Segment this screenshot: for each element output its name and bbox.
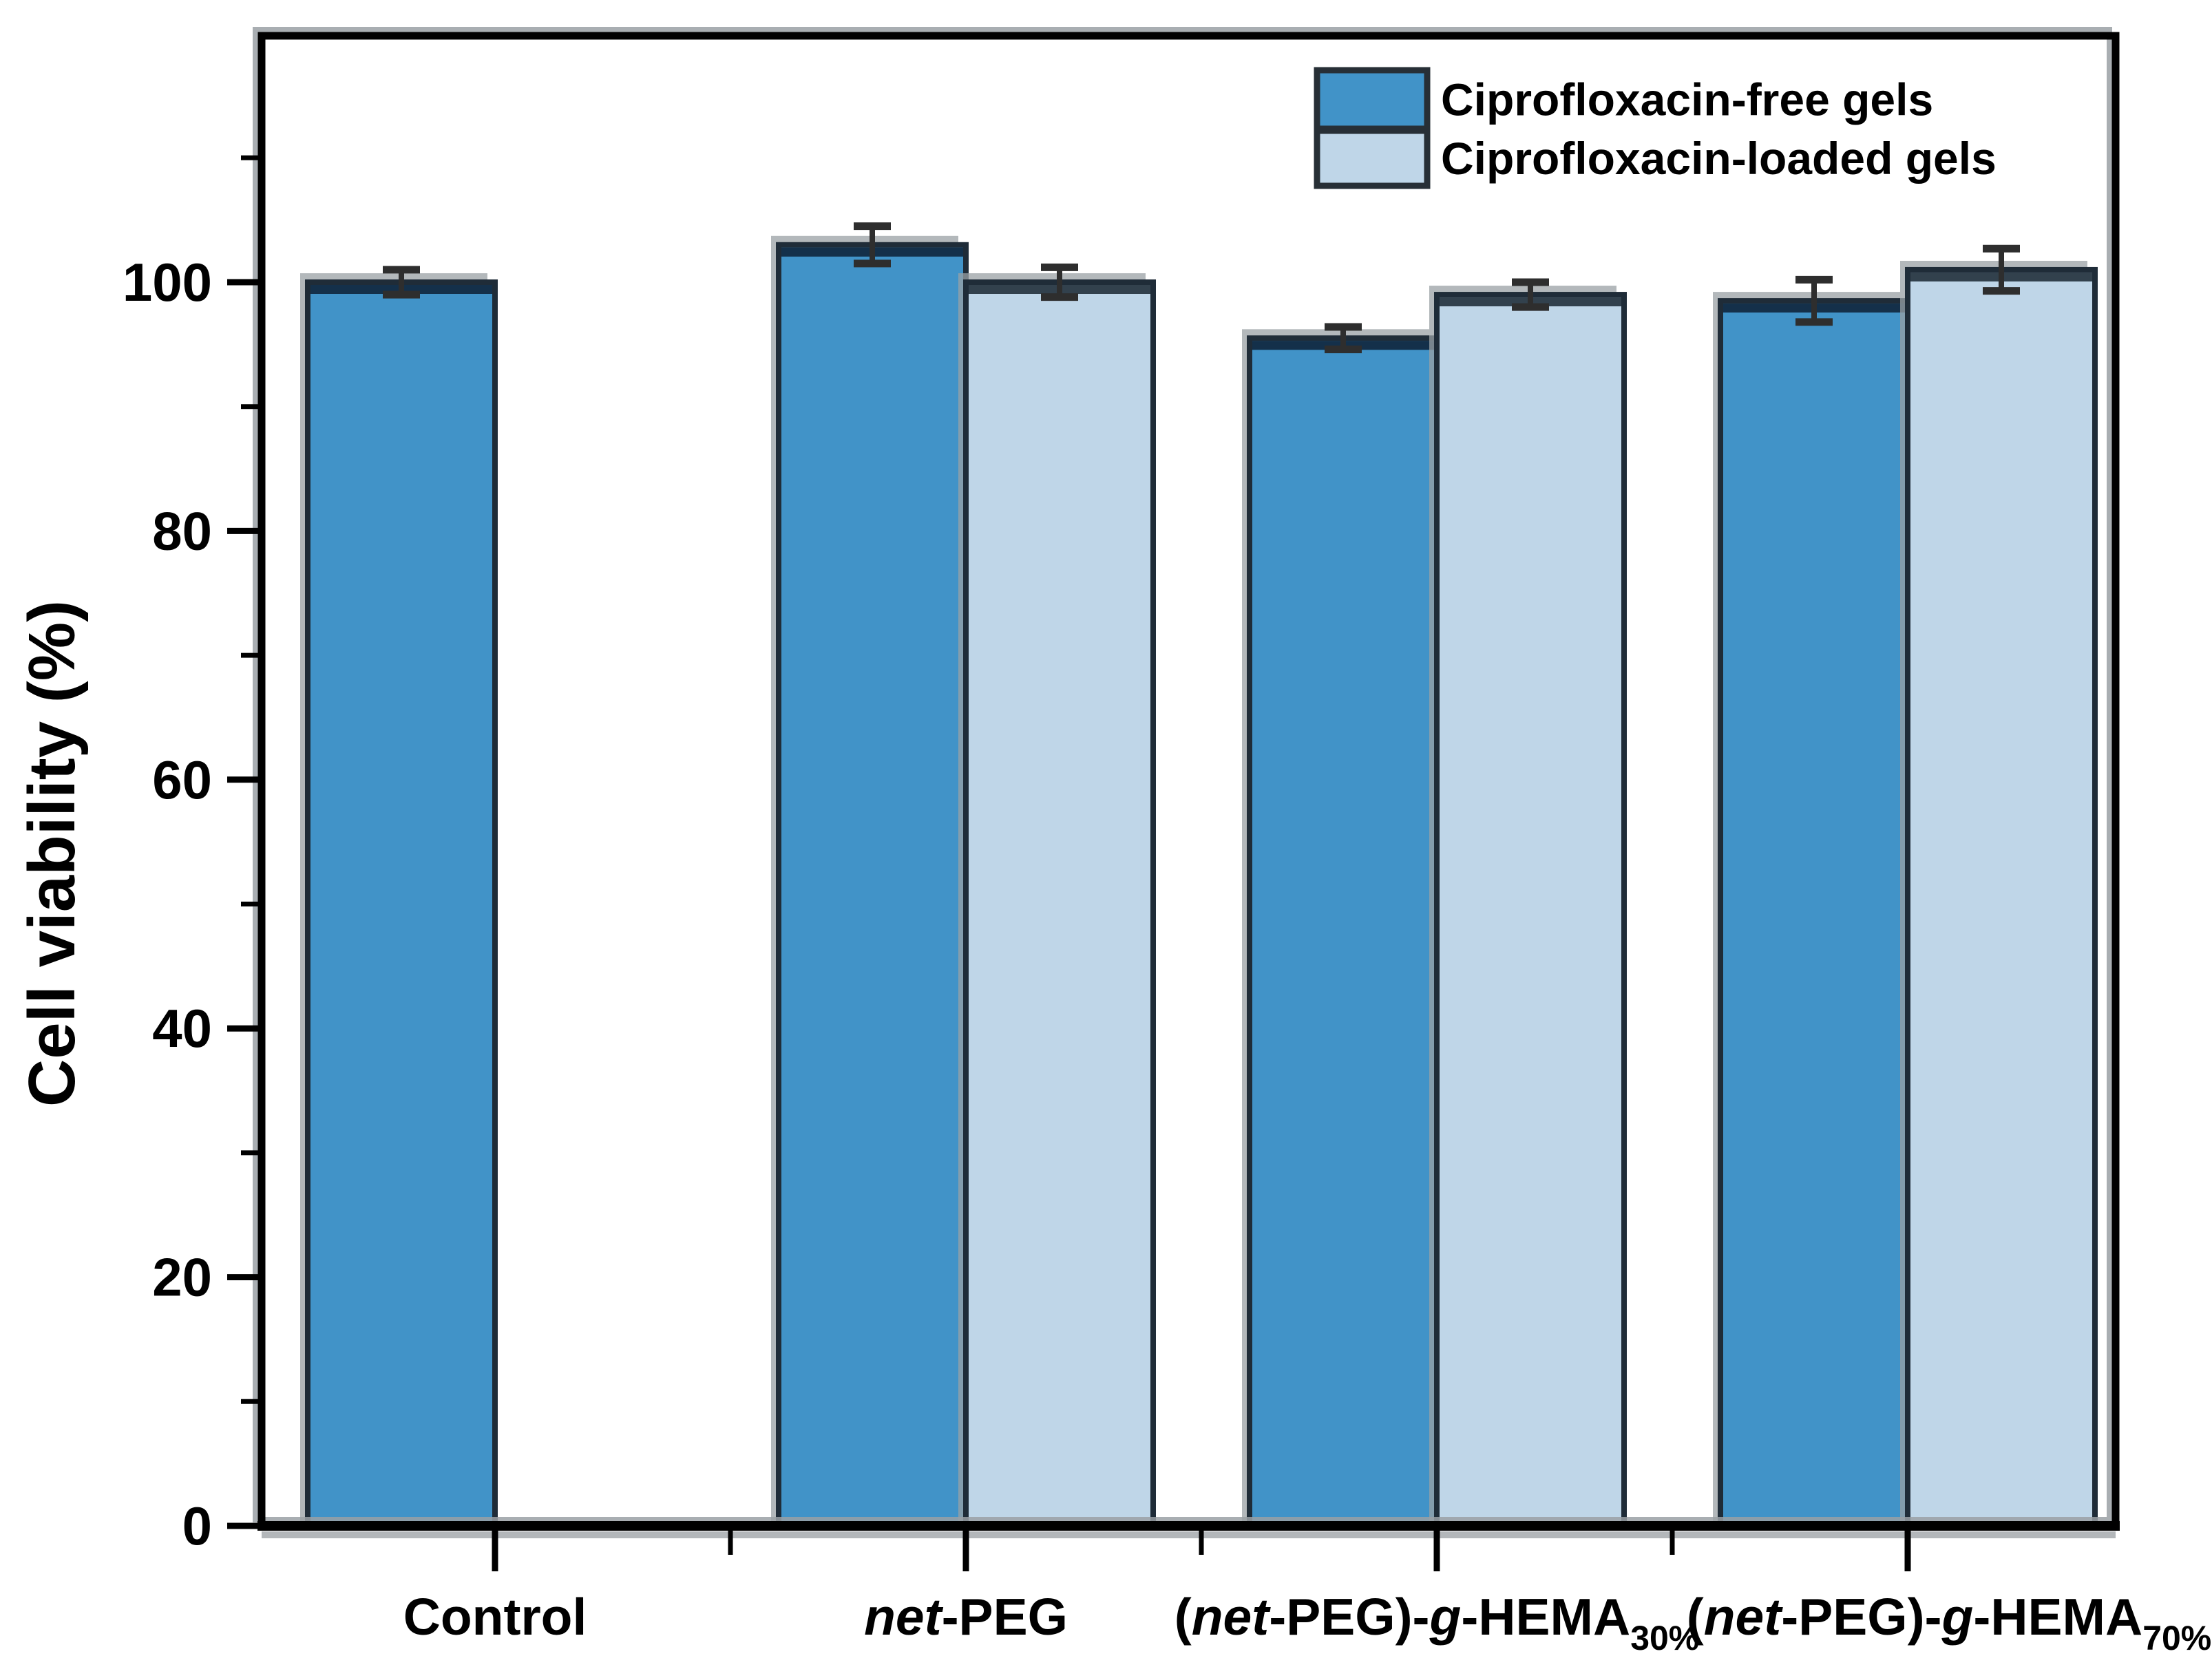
legend-swatch-free: [1314, 67, 1431, 132]
x-axis: Control net-PEG (net-PEG)-g-HEMA30%(net-PE…: [403, 1526, 2212, 1657]
bar-series-group: [300, 222, 2098, 1529]
bar-free-Control: [305, 279, 498, 1529]
y-tick-label-0: 0: [182, 1496, 212, 1556]
bar-free-(net-PEG)-g-HEMA30%: [1247, 335, 1440, 1529]
y-tick-label-60: 60: [152, 750, 212, 810]
bar-loaded-net-PEG: [963, 279, 1156, 1529]
legend-label-free: Ciprofloxacin-free gels: [1441, 74, 1933, 125]
plot-frame-shadow: [253, 27, 2112, 1522]
y-tick-label-80: 80: [152, 500, 212, 561]
y-tick-label-40: 40: [152, 998, 212, 1059]
bar-free-net-PEG: [776, 242, 969, 1529]
legend: Ciprofloxacin-free gels Ciprofloxacin-loa…: [1314, 67, 1997, 189]
legend-label-loaded: Ciprofloxacin-loaded gels: [1441, 133, 1997, 184]
bar-free-(net-PEG)-g-HEMA70%: [1718, 298, 1910, 1529]
y-tick-label-20: 20: [152, 1247, 212, 1308]
x-category-label-(net-PEG)-g-HEMA70%: (net-PEG)-g-HEMA70%: [1687, 1588, 2212, 1657]
y-axis: 0 20 40 60 80 100: [123, 155, 262, 1556]
legend-swatch-loaded: [1314, 127, 1431, 189]
y-tick-label-100: 100: [123, 252, 212, 312]
y-axis-title: Cell viability (%): [15, 600, 89, 1107]
x-category-label-net-PEG: net-PEG: [864, 1588, 1068, 1646]
x-category-label-Control: Control: [403, 1588, 587, 1646]
bar-loaded-(net-PEG)-g-HEMA70%: [1905, 266, 2098, 1529]
plot-frame: [253, 27, 2120, 1538]
x-category-label-(net-PEG)-g-HEMA30%: (net-PEG)-g-HEMA30%: [1175, 1588, 1700, 1657]
bar-loaded-(net-PEG)-g-HEMA30%: [1434, 292, 1627, 1529]
